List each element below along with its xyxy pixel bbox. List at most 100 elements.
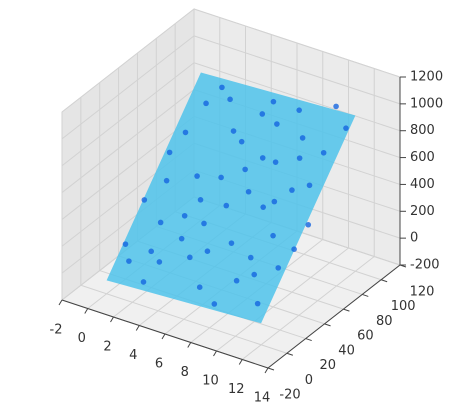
x-tick-label: 10 [202, 374, 219, 389]
point [233, 277, 240, 284]
y-tick-label: -20 [279, 388, 300, 403]
z-tick-label: 200 [410, 204, 435, 219]
x-tick-label: 8 [181, 365, 189, 380]
z-tick-label: -200 [410, 258, 440, 273]
y-tick [286, 352, 294, 356]
point [296, 155, 303, 161]
z-tick-label: 400 [410, 177, 435, 192]
y-tick-label: 40 [338, 343, 355, 358]
point [194, 173, 200, 179]
x-tick-label: 0 [78, 331, 86, 346]
y-tick-label: 100 [391, 299, 416, 314]
x-tick [187, 342, 192, 348]
x-tick [213, 350, 217, 357]
point [296, 107, 302, 113]
point [306, 182, 313, 189]
y-axis [267, 264, 401, 369]
grid-line [241, 256, 375, 360]
y-tick [380, 279, 388, 283]
grid-line [61, 62, 195, 167]
z-tick-label: 800 [410, 123, 435, 138]
y-tick [267, 367, 275, 371]
grid-line [61, 35, 195, 140]
point [126, 258, 132, 264]
x-tick [161, 333, 166, 340]
point [245, 188, 252, 195]
point [166, 149, 173, 156]
point [320, 149, 327, 156]
point [197, 196, 204, 203]
grid-line [80, 284, 288, 354]
point [260, 204, 266, 210]
point [299, 135, 306, 141]
point [148, 248, 155, 255]
point [156, 259, 163, 265]
point [270, 98, 277, 105]
point [201, 220, 207, 227]
grid-line [193, 62, 401, 132]
grid-line [216, 247, 349, 352]
point [333, 103, 339, 110]
x-tick-label: 6 [155, 357, 163, 372]
x-tick [135, 325, 140, 331]
grid-line [193, 8, 401, 78]
point [181, 212, 188, 219]
point [211, 301, 218, 307]
x-tick-label: 12 [228, 382, 245, 397]
point [196, 284, 203, 290]
point [140, 279, 147, 285]
z-tick-label: 600 [410, 150, 435, 165]
point [242, 166, 248, 173]
point [343, 125, 349, 131]
y-tick-label: 60 [357, 329, 374, 344]
grid-line [61, 89, 195, 193]
x-tick [58, 299, 63, 306]
point [203, 100, 209, 107]
point [274, 121, 280, 127]
point [251, 271, 258, 278]
y-tick-label: 0 [305, 373, 313, 388]
point [182, 129, 189, 136]
point [163, 177, 170, 184]
point [247, 254, 254, 261]
z-tick-label: 1200 [410, 70, 443, 85]
point [289, 187, 295, 193]
point [272, 159, 279, 165]
y-tick-label: 120 [410, 285, 435, 300]
grid-line [61, 8, 195, 113]
point [204, 248, 211, 255]
point [223, 202, 230, 209]
z-tick-label: 0 [410, 231, 418, 246]
y-tick [305, 338, 312, 342]
y-tick-label: 80 [376, 314, 393, 329]
x-tick [264, 367, 269, 374]
grid-line [61, 116, 195, 220]
point [271, 198, 278, 205]
y-tick [343, 308, 350, 312]
point [305, 221, 312, 228]
point [254, 300, 261, 307]
fit-plane [106, 72, 356, 324]
point [230, 128, 237, 134]
x-tick-label: -2 [50, 323, 63, 338]
point [291, 246, 297, 253]
point [157, 219, 164, 226]
point [227, 96, 233, 103]
point [178, 235, 185, 242]
y-tick-label: 20 [319, 358, 336, 373]
point [238, 138, 245, 145]
y-tick [362, 293, 369, 297]
point [218, 174, 224, 181]
x-tick-label: 14 [254, 391, 271, 406]
x-tick-label: 4 [129, 348, 137, 363]
point [141, 197, 148, 203]
point [187, 254, 193, 261]
point [259, 155, 266, 161]
point [259, 111, 266, 117]
grid-line [193, 35, 401, 105]
point [228, 240, 235, 246]
point [219, 84, 225, 91]
x-tick [84, 308, 89, 314]
point [270, 232, 276, 239]
